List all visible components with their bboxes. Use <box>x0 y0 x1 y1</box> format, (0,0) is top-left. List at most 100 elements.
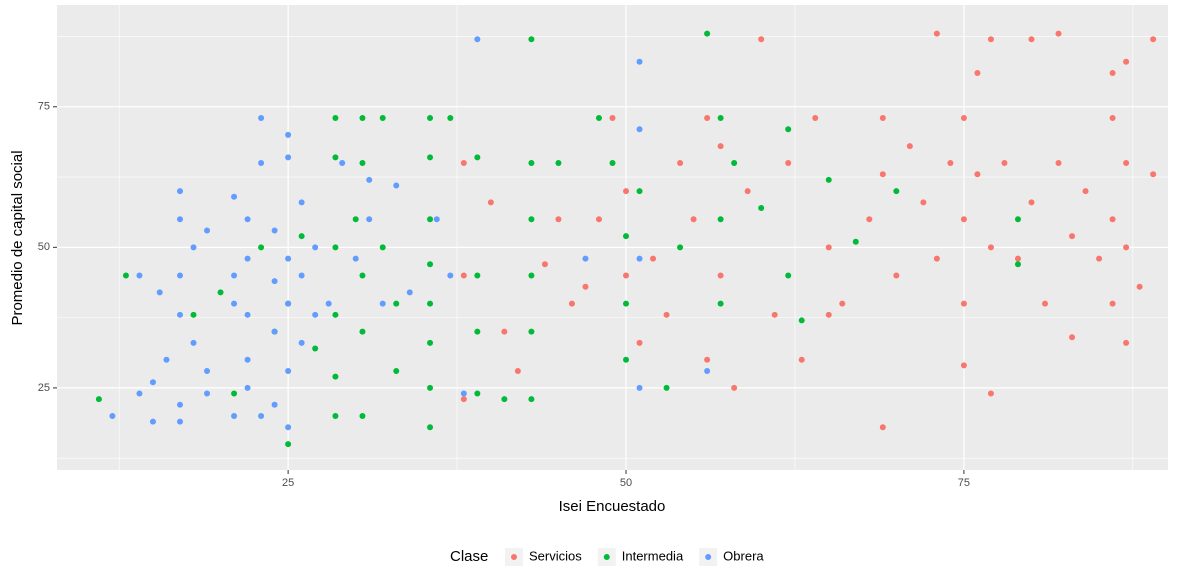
point <box>190 311 197 318</box>
point <box>427 424 434 431</box>
point <box>636 188 643 195</box>
point <box>785 159 792 166</box>
point <box>663 384 670 391</box>
point <box>677 159 684 166</box>
point <box>528 216 535 223</box>
point <box>623 233 630 240</box>
point <box>312 311 319 318</box>
point <box>379 115 386 122</box>
point <box>825 244 832 251</box>
y-axis-label: Promedio de capital social <box>9 150 26 325</box>
point <box>312 244 319 251</box>
legend-title: Clase <box>450 548 488 565</box>
point <box>109 413 116 420</box>
point <box>528 272 535 279</box>
point <box>1028 36 1035 43</box>
point <box>582 283 589 290</box>
point <box>204 368 211 375</box>
point <box>568 300 575 307</box>
point <box>366 216 373 223</box>
point <box>1055 30 1062 37</box>
point <box>352 255 359 262</box>
point <box>1123 339 1130 346</box>
point <box>312 345 319 352</box>
x-tick-label: 75 <box>958 477 970 489</box>
point <box>677 244 684 251</box>
point <box>359 272 366 279</box>
point <box>933 30 940 37</box>
point <box>555 216 562 223</box>
point <box>460 390 467 397</box>
point <box>717 216 724 223</box>
point <box>1109 300 1116 307</box>
point <box>1109 216 1116 223</box>
point <box>258 413 265 420</box>
point <box>623 272 630 279</box>
point <box>427 339 434 346</box>
point <box>663 311 670 318</box>
point <box>933 255 940 262</box>
legend-symbol <box>511 554 517 560</box>
y-tick-label: 75 <box>38 101 50 113</box>
point <box>1123 244 1130 251</box>
point <box>1014 216 1021 223</box>
point <box>231 300 238 307</box>
point <box>704 356 711 363</box>
point <box>393 182 400 189</box>
point <box>987 244 994 251</box>
point <box>325 300 332 307</box>
point <box>879 115 886 122</box>
point <box>258 115 265 122</box>
point <box>447 115 454 122</box>
legend-symbol <box>603 554 610 560</box>
point <box>704 368 711 375</box>
point <box>987 36 994 43</box>
point <box>285 441 292 448</box>
point <box>1096 255 1103 262</box>
point <box>1001 159 1008 166</box>
point <box>1123 58 1130 65</box>
point <box>758 36 765 43</box>
point <box>427 384 434 391</box>
point <box>231 193 238 200</box>
point <box>636 255 643 262</box>
point <box>528 36 535 43</box>
point <box>717 143 724 150</box>
point <box>960 216 967 223</box>
point <box>298 339 305 346</box>
point <box>460 159 467 166</box>
point <box>920 199 927 206</box>
point <box>487 199 494 206</box>
point <box>987 390 994 397</box>
point <box>271 328 278 335</box>
x-axis-label: Isei Encuestado <box>559 498 666 515</box>
point <box>136 390 143 397</box>
point <box>427 300 434 307</box>
point <box>298 272 305 279</box>
point <box>866 216 873 223</box>
point <box>690 216 697 223</box>
point <box>285 368 292 375</box>
point <box>1028 199 1035 206</box>
point <box>717 115 724 122</box>
point <box>893 188 900 195</box>
point <box>474 390 481 397</box>
point <box>609 115 616 122</box>
point <box>1109 70 1116 77</box>
point <box>785 272 792 279</box>
point <box>623 356 630 363</box>
point <box>1069 334 1076 341</box>
point <box>379 300 386 307</box>
point <box>149 379 156 386</box>
point <box>758 204 765 211</box>
panel <box>57 5 1168 470</box>
point <box>271 227 278 234</box>
point <box>285 154 292 161</box>
point <box>528 328 535 335</box>
point <box>122 272 129 279</box>
point <box>332 244 339 251</box>
point <box>447 272 454 279</box>
point <box>744 188 751 195</box>
point <box>1014 255 1021 262</box>
point <box>893 272 900 279</box>
